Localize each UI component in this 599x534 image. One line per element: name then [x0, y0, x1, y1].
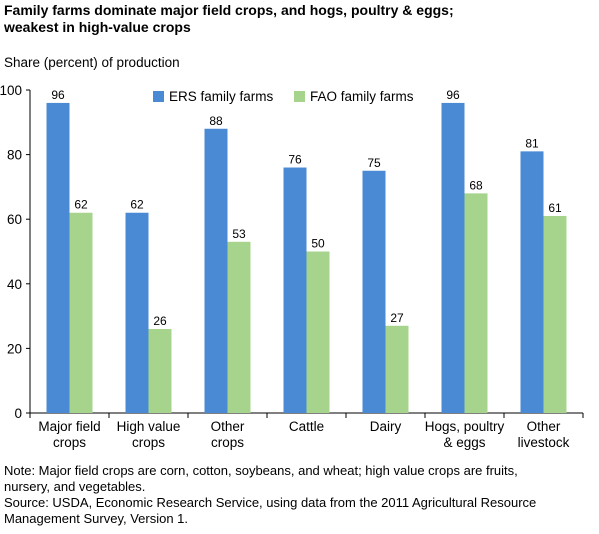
fao-value-label: 61 — [548, 201, 562, 215]
chart-footer: Note: Major field crops are corn, cotton… — [4, 463, 594, 527]
x-category-label: Hogs, poultry — [425, 419, 505, 434]
x-category-label: High value — [117, 419, 181, 434]
fao-bar — [464, 193, 488, 413]
x-category-label: Dairy — [370, 419, 402, 434]
ers-value-label: 96 — [446, 88, 460, 102]
y-tick-label: 40 — [7, 277, 22, 292]
fao-value-label: 68 — [469, 178, 483, 192]
x-category-label: Cattle — [289, 419, 324, 434]
fao-value-label: 26 — [153, 314, 167, 328]
chart-title: Family farms dominate major field crops,… — [4, 2, 594, 36]
ers-value-label: 81 — [525, 136, 539, 150]
source-line-1: Source: USDA, Economic Research Service,… — [4, 495, 537, 510]
x-category-label: crops — [53, 435, 86, 450]
ers-bar — [441, 102, 465, 414]
x-category-label: Major field — [38, 419, 100, 434]
fao-value-label: 62 — [74, 198, 88, 212]
x-category-label: & eggs — [443, 435, 485, 450]
fao-value-label: 53 — [232, 227, 246, 241]
ers-bar — [520, 151, 544, 413]
chart-title-line-2: weakest in high-value crops — [4, 19, 191, 35]
ers-bar — [362, 170, 386, 413]
fao-bar — [306, 251, 330, 413]
x-category-label: Other — [211, 419, 245, 434]
ers-value-label: 75 — [367, 156, 381, 170]
fao-value-label: 50 — [311, 237, 325, 251]
ers-value-label: 88 — [209, 114, 223, 128]
legend-label-ers: ERS family farms — [169, 89, 274, 104]
y-tick-label: 100 — [0, 83, 22, 98]
ers-value-label: 62 — [130, 198, 144, 212]
source-line-2: Management Survey, Version 1. — [4, 511, 189, 526]
x-category-label: Other — [527, 419, 561, 434]
fao-bar — [69, 212, 93, 413]
legend-swatch-fao — [294, 91, 305, 102]
legend-label-fao: FAO family farms — [310, 89, 414, 104]
ers-bar — [46, 102, 70, 414]
ers-value-label: 96 — [51, 88, 65, 102]
y-tick-label: 0 — [14, 406, 22, 421]
fao-bar — [148, 329, 172, 413]
y-axis-label: Share (percent) of production — [4, 55, 180, 70]
note-line-2: nursery, and vegetables. — [4, 479, 146, 494]
chart-title-line-1: Family farms dominate major field crops,… — [4, 2, 454, 18]
x-category-label: crops — [132, 435, 165, 450]
ers-bar — [125, 212, 149, 413]
x-category-label: livestock — [518, 435, 570, 450]
ers-value-label: 76 — [288, 153, 302, 167]
y-tick-label: 80 — [7, 148, 22, 163]
legend-swatch-ers — [153, 91, 164, 102]
note-line-1: Note: Major field crops are corn, cotton… — [4, 463, 518, 478]
fao-value-label: 27 — [390, 311, 404, 325]
ers-bar — [283, 167, 307, 413]
x-category-label: crops — [211, 435, 244, 450]
fao-bar — [543, 215, 567, 413]
fao-bar — [227, 241, 251, 413]
y-tick-label: 20 — [7, 341, 22, 356]
ers-bar — [204, 128, 228, 413]
fao-bar — [385, 325, 409, 413]
y-tick-label: 60 — [7, 212, 22, 227]
